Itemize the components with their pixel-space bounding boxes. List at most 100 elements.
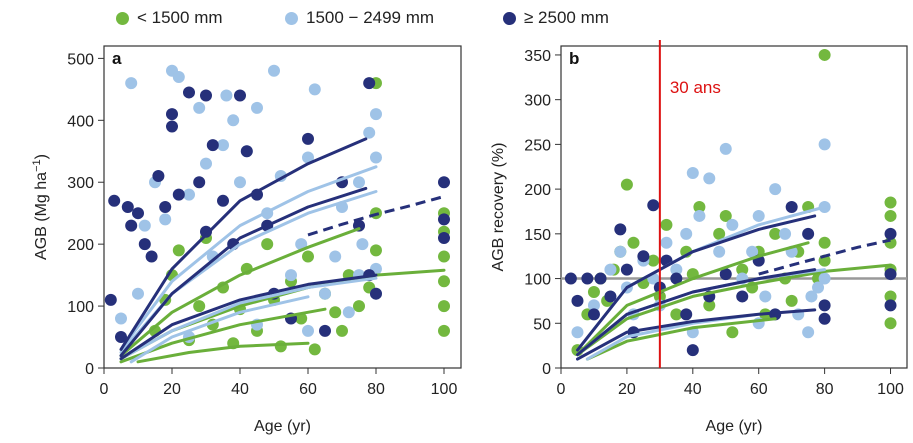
data-point xyxy=(686,167,699,180)
annotation-label: 30 ans xyxy=(670,78,721,97)
data-point xyxy=(884,196,897,209)
data-point xyxy=(884,227,897,240)
y-tick-label: 0 xyxy=(85,361,94,378)
data-point xyxy=(308,83,321,96)
y-tick-label: 150 xyxy=(524,227,551,244)
x-tick-label: 40 xyxy=(684,381,702,398)
data-point xyxy=(183,86,195,99)
data-point xyxy=(884,299,897,312)
data-point xyxy=(121,201,134,213)
legend-swatch-low xyxy=(116,11,129,25)
data-point xyxy=(726,326,739,339)
data-point xyxy=(884,209,897,222)
legend-swatch-high xyxy=(503,11,516,25)
panel-letter: b xyxy=(569,49,579,68)
fit-curve xyxy=(576,214,817,352)
data-point xyxy=(627,236,640,249)
x-tick-label: 100 xyxy=(877,381,904,398)
data-point xyxy=(785,294,798,307)
data-point xyxy=(220,89,233,102)
data-point xyxy=(686,344,699,357)
data-point xyxy=(759,290,772,303)
data-point xyxy=(200,157,212,170)
fit-curve xyxy=(119,137,368,351)
data-point xyxy=(736,263,749,276)
data-point xyxy=(438,250,450,263)
legend: < 1500 mm 1500 − 2499 mm ≥ 2500 mm xyxy=(0,0,913,40)
data-point xyxy=(802,227,815,240)
data-point xyxy=(125,219,138,232)
data-point xyxy=(200,225,212,238)
data-point xyxy=(604,290,617,303)
x-axis-title: Age (yr) xyxy=(254,418,311,435)
data-point xyxy=(302,132,314,145)
data-point xyxy=(587,308,600,321)
data-point xyxy=(812,281,825,294)
data-point xyxy=(217,139,229,152)
data-point xyxy=(438,324,450,337)
x-tick-label: 60 xyxy=(750,381,768,398)
data-point xyxy=(564,272,577,285)
y-axis-title-superscript: −1 xyxy=(31,159,43,172)
fit-curve xyxy=(576,268,817,357)
data-point xyxy=(587,285,600,298)
data-point xyxy=(329,306,342,319)
data-point xyxy=(172,244,185,257)
data-point xyxy=(647,199,660,212)
data-point xyxy=(670,272,683,285)
data-point xyxy=(295,238,308,251)
data-point xyxy=(166,108,178,121)
data-point xyxy=(884,268,897,281)
data-point xyxy=(571,326,584,339)
data-point xyxy=(614,223,627,236)
data-point xyxy=(693,209,706,222)
legend-item-mid: 1500 − 2499 mm xyxy=(285,8,434,28)
legend-item-low: < 1500 mm xyxy=(116,8,223,28)
data-point xyxy=(108,194,121,207)
fit-curve xyxy=(576,263,892,357)
data-point xyxy=(769,183,782,196)
data-point xyxy=(818,236,831,249)
data-point xyxy=(234,89,246,102)
y-axis-title: AGB recovery (%) xyxy=(490,143,507,272)
data-point xyxy=(353,176,365,189)
y-tick-label: 100 xyxy=(524,272,551,289)
panel-a: 0 20 40 60 80 100 0 100 200 300 400 500 a Age (yr) AGB… xyxy=(31,45,462,435)
data-point xyxy=(736,290,749,303)
fit-curve xyxy=(576,308,817,361)
data-point xyxy=(145,250,158,263)
fit-curve-dashed xyxy=(758,238,891,276)
data-point xyxy=(660,218,673,231)
legend-label-high: ≥ 2500 mm xyxy=(524,8,609,27)
data-point xyxy=(703,172,716,185)
y-tick-label: 200 xyxy=(524,182,551,199)
data-point xyxy=(240,145,253,158)
data-point xyxy=(193,176,206,189)
data-point xyxy=(132,287,144,300)
data-point xyxy=(620,178,633,191)
data-point xyxy=(680,308,693,321)
data-point xyxy=(353,300,365,313)
data-point xyxy=(581,272,594,285)
data-point xyxy=(805,290,818,303)
legend-label-low: < 1500 mm xyxy=(137,8,223,27)
fit-curve xyxy=(576,241,810,357)
x-tick-label: 80 xyxy=(367,381,385,398)
legend-label-mid: 1500 − 2499 mm xyxy=(306,8,435,27)
data-point xyxy=(274,340,287,353)
data-point xyxy=(571,294,584,307)
data-point xyxy=(302,324,314,337)
data-point xyxy=(166,120,178,133)
data-point xyxy=(680,227,693,240)
data-point xyxy=(261,238,274,251)
fit-curve-dashed xyxy=(307,195,445,237)
data-point xyxy=(719,142,732,155)
data-point xyxy=(138,238,151,251)
fit-curve xyxy=(119,186,368,358)
fit-curve xyxy=(119,276,378,361)
data-point xyxy=(884,290,897,303)
data-point xyxy=(779,227,792,240)
data-point xyxy=(159,213,172,226)
data-point xyxy=(356,238,369,251)
